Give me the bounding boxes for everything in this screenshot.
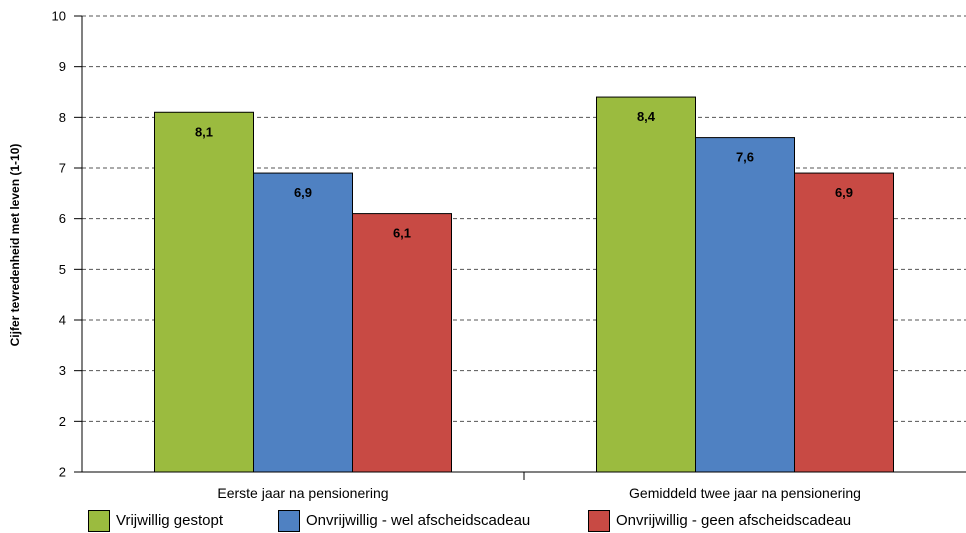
y-tick-label: 2 xyxy=(59,414,66,429)
y-tick-labels: 2 2 3 4 5 6 7 8 9 10 xyxy=(52,9,66,480)
y-tick-label: 10 xyxy=(52,9,66,24)
data-label: 6,1 xyxy=(393,226,411,241)
data-label: 6,9 xyxy=(835,185,853,200)
x-category-label: Gemiddeld twee jaar na pensionering xyxy=(629,485,861,501)
y-tick-label: 5 xyxy=(59,262,66,277)
legend-swatch xyxy=(278,509,300,532)
legend: Vrijwillig gestopt Onvrijwillig - wel afs… xyxy=(88,508,966,533)
bar xyxy=(154,111,254,473)
data-label: 8,1 xyxy=(195,124,213,139)
data-label: 7,6 xyxy=(736,150,754,165)
y-tick-label: 9 xyxy=(59,59,66,74)
y-tick-label: 8 xyxy=(59,110,66,125)
bar xyxy=(253,172,353,473)
legend-item: Onvrijwillig - geen afscheidscadeau xyxy=(588,508,851,533)
legend-item: Vrijwillig gestopt xyxy=(88,508,223,533)
legend-label: Vrijwillig gestopt xyxy=(116,512,223,529)
axes xyxy=(74,15,966,480)
y-tick-label: 4 xyxy=(59,313,66,328)
bar xyxy=(794,172,894,473)
y-tick-label: 3 xyxy=(59,363,66,378)
legend-item: Onvrijwillig - wel afscheidscadeau xyxy=(278,508,530,533)
legend-label: Onvrijwillig - geen afscheidscadeau xyxy=(616,512,852,529)
data-label: 6,9 xyxy=(294,185,312,200)
data-labels: 8,1 6,9 6,1 8,4 7,6 6,9 xyxy=(195,109,853,241)
x-category-label: Eerste jaar na pensionering xyxy=(217,485,388,501)
legend-label: Onvrijwillig - wel afscheidscadeau xyxy=(306,512,531,529)
bar xyxy=(352,213,452,473)
bars xyxy=(154,96,894,473)
y-tick-label: 6 xyxy=(59,211,66,226)
data-label: 8,4 xyxy=(637,109,656,124)
y-axis-label: Cijfer tevredenheid met leven (1-10) xyxy=(8,144,22,347)
legend-swatch xyxy=(88,509,110,532)
bar xyxy=(596,96,696,473)
bar xyxy=(695,137,795,473)
y-tick-label: 7 xyxy=(59,161,66,176)
legend-swatch xyxy=(588,509,610,532)
y-tick-label: 2 xyxy=(59,465,66,480)
category-labels: Eerste jaar na pensionering Gemiddeld twe… xyxy=(217,485,861,501)
